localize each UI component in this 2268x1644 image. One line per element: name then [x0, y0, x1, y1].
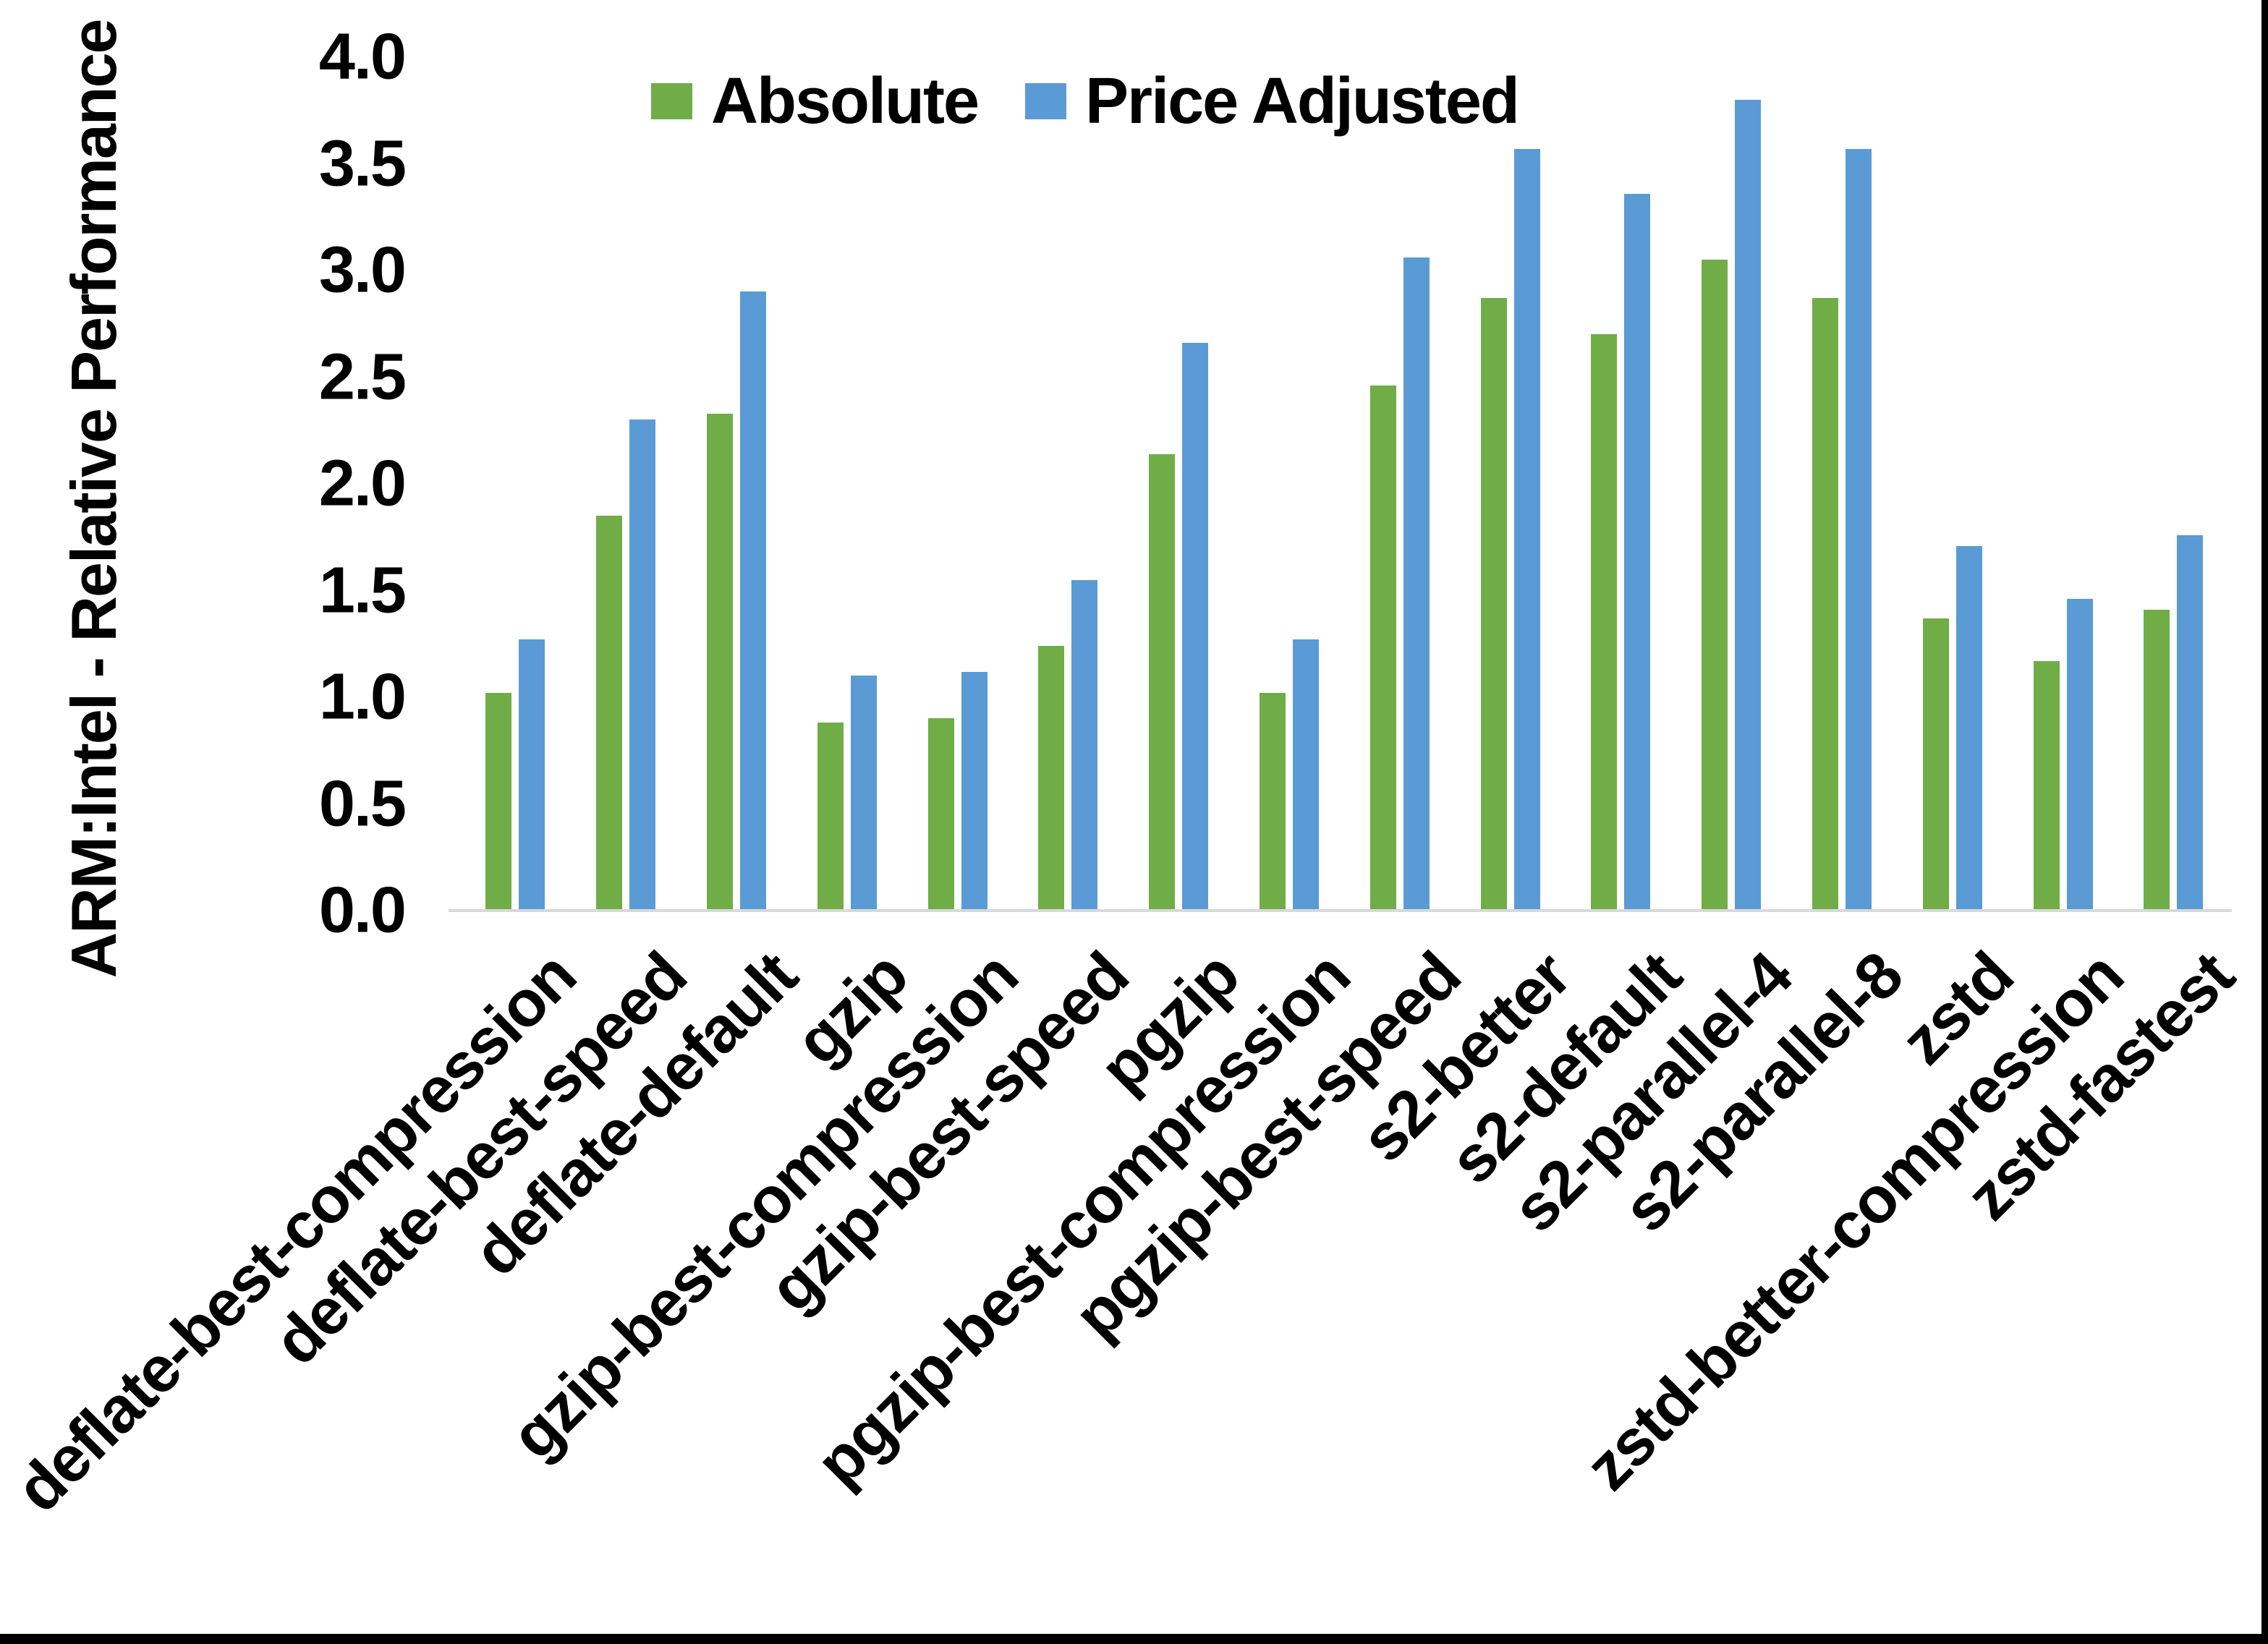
y-tick-label: 0.0	[318, 874, 407, 947]
bar-absolute	[2034, 661, 2060, 911]
bar-absolute	[485, 693, 511, 911]
bar-price-adjusted	[519, 639, 545, 911]
legend-swatch-absolute	[651, 83, 692, 119]
bar-price-adjusted	[1293, 639, 1319, 911]
bar-price-adjusted	[1182, 343, 1208, 911]
bar-absolute	[2144, 610, 2170, 911]
bar-absolute	[707, 414, 733, 911]
bar-price-adjusted	[1624, 194, 1650, 911]
legend-label-absolute: Absolute	[711, 64, 980, 137]
y-tick-label: 2.0	[318, 447, 407, 520]
bar-price-adjusted	[2067, 599, 2093, 911]
y-axis-title: ARM:Intel - Relative Performance	[58, 20, 129, 979]
bar-price-adjusted	[1956, 546, 1982, 911]
bar-price-adjusted	[961, 672, 988, 911]
legend-label-price-adjusted: Price Adjusted	[1085, 64, 1520, 137]
bar-absolute	[596, 516, 622, 911]
y-tick-label: 3.5	[318, 127, 407, 200]
legend-item-price-adjusted: Price Adjusted	[1025, 64, 1520, 139]
y-tick-label: 1.5	[318, 554, 407, 626]
y-tick-label: 1.0	[318, 660, 407, 733]
bar-absolute	[928, 718, 954, 911]
bar-absolute	[817, 723, 844, 911]
bar-absolute	[1702, 260, 1728, 911]
y-tick-label: 2.5	[318, 341, 407, 413]
bar-price-adjusted	[629, 419, 655, 911]
bar-absolute	[1481, 298, 1507, 911]
bar-price-adjusted	[851, 676, 877, 911]
x-axis-baseline	[449, 909, 2232, 912]
legend-item-absolute: Absolute	[651, 64, 980, 139]
bar-price-adjusted	[1514, 149, 1540, 911]
bar-price-adjusted	[2177, 535, 2203, 911]
bar-absolute	[1812, 298, 1838, 911]
bar-absolute	[1149, 454, 1175, 911]
bar-price-adjusted	[1071, 580, 1097, 911]
bar-absolute	[1370, 386, 1396, 911]
legend-swatch-price-adjusted	[1025, 83, 1067, 119]
y-tick-label: 3.0	[318, 234, 407, 307]
y-tick-label: 4.0	[318, 20, 407, 93]
y-tick-label: 0.5	[318, 767, 407, 840]
legend: Absolute Price Adjusted	[651, 51, 1520, 152]
bar-price-adjusted	[740, 291, 766, 911]
bar-price-adjusted	[1735, 100, 1761, 911]
bar-absolute	[1260, 693, 1286, 911]
bar-price-adjusted	[1846, 149, 1872, 911]
bar-absolute	[1591, 334, 1617, 911]
bar-price-adjusted	[1403, 257, 1430, 911]
bar-absolute	[1923, 618, 1949, 911]
bar-absolute	[1038, 646, 1064, 911]
